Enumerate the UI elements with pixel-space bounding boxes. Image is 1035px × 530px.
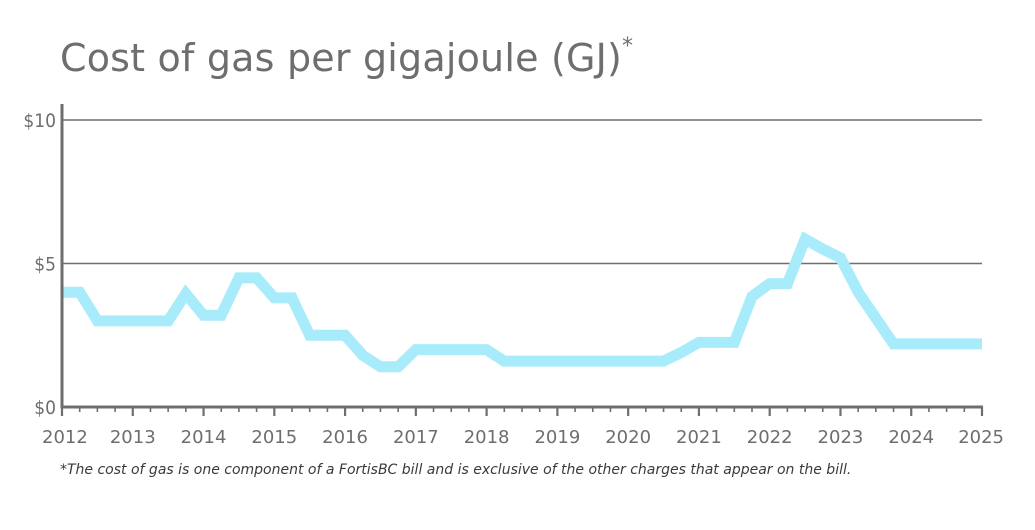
x-tick-label-4: 2016	[322, 427, 368, 448]
y-tick-label-1: $5	[34, 254, 56, 276]
x-tick-label-1: 2013	[110, 427, 156, 448]
x-tick-label-9: 2021	[676, 427, 722, 448]
x-tick-label-2: 2014	[181, 427, 227, 448]
x-tick-label-7: 2019	[534, 427, 580, 448]
x-tick-label-12: 2024	[888, 427, 934, 448]
data-line-0	[62, 231, 982, 373]
y-tick-labels: $0 $5 $10	[23, 110, 56, 419]
x-tick-labels: 2012 2013 2014 2015 2016 2017 2018 2019 2020 2021…	[42, 427, 1004, 448]
x-tick-label-0: 2012	[42, 427, 88, 448]
data-line-group	[62, 231, 982, 373]
title-footnote-mark: *	[622, 34, 634, 59]
chart-title: Cost of gas per gigajoule (GJ)*	[60, 34, 634, 80]
x-tick-label-6: 2018	[464, 427, 510, 448]
footnote: *The cost of gas is one component of a F…	[60, 462, 852, 478]
y-tick-label-2: $10	[23, 110, 56, 132]
x-tick-label-8: 2020	[605, 427, 651, 448]
x-tick-label-5: 2017	[393, 427, 439, 448]
x-tick-label-11: 2023	[818, 427, 864, 448]
x-tick-label-3: 2015	[251, 427, 297, 448]
x-tick-label-13: 2025	[958, 427, 1004, 448]
x-tick-label-10: 2022	[747, 427, 793, 448]
y-tick-label-0: $0	[34, 397, 56, 419]
axes	[60, 104, 984, 416]
grid-lines	[62, 119, 982, 265]
